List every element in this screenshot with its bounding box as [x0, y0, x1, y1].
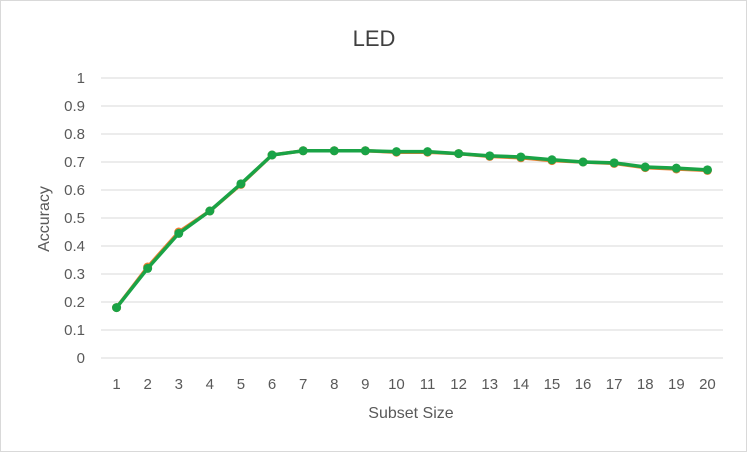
data-point	[485, 151, 495, 161]
data-point	[578, 157, 588, 167]
data-point	[267, 150, 277, 160]
series-line	[114, 149, 710, 310]
series-lines	[112, 146, 712, 313]
y-tick-label: 0.7	[64, 154, 85, 171]
data-point	[671, 163, 681, 173]
y-axis-label: Accuracy	[36, 186, 53, 252]
data-point	[205, 206, 215, 216]
x-tick-label: 16	[575, 376, 592, 393]
data-point	[298, 146, 308, 156]
y-tick-labels: 0 0.1 0.2 0.3 0.4 0.5 0.6 0.7 0.8 0.9 1	[64, 70, 85, 367]
x-tick-label: 7	[299, 376, 307, 393]
y-tick-label: 0.2	[64, 294, 85, 311]
series	[112, 146, 712, 313]
data-point	[423, 147, 433, 157]
data-point	[174, 228, 184, 238]
y-tick-label: 0.5	[64, 210, 85, 227]
x-tick-label: 3	[175, 376, 183, 393]
data-point	[112, 303, 122, 313]
data-point	[702, 165, 712, 175]
x-tick-label: 1	[112, 376, 120, 393]
x-tick-labels: 1 2 3 4 5 6 7 8 9 10 11 12 13 14 15 16 17 18 19 20	[112, 376, 715, 393]
x-tick-label: 10	[388, 376, 405, 393]
x-tick-label: 13	[481, 376, 498, 393]
gridlines	[101, 77, 723, 359]
x-tick-label: 19	[668, 376, 685, 393]
data-point	[236, 179, 246, 189]
x-axis-label: Subset Size	[368, 405, 453, 422]
data-point	[454, 149, 464, 159]
data-point	[516, 152, 526, 162]
x-tick-label: 9	[361, 376, 369, 393]
y-tick-label: 0	[77, 350, 85, 367]
x-tick-label: 12	[450, 376, 467, 393]
data-point	[391, 147, 401, 157]
x-tick-label: 5	[237, 376, 245, 393]
x-tick-label: 17	[606, 376, 623, 393]
data-point	[143, 263, 153, 273]
x-tick-label: 2	[143, 376, 151, 393]
y-tick-label: 0.9	[64, 98, 85, 115]
series-line	[114, 149, 710, 310]
x-tick-label: 14	[513, 376, 530, 393]
data-point	[547, 155, 557, 165]
y-tick-label: 0.4	[64, 238, 85, 255]
x-tick-label: 18	[637, 376, 654, 393]
x-tick-label: 20	[699, 376, 716, 393]
y-tick-label: 1	[77, 70, 85, 87]
chart-title: LED	[353, 26, 396, 51]
x-tick-label: 11	[420, 376, 436, 393]
data-point	[360, 146, 370, 156]
data-point	[640, 162, 650, 172]
x-tick-label: 6	[268, 376, 276, 393]
y-tick-label: 0.6	[64, 182, 85, 199]
y-tick-label: 0.8	[64, 126, 85, 143]
y-tick-label: 0.3	[64, 266, 85, 283]
series	[112, 146, 712, 313]
x-tick-label: 15	[544, 376, 561, 393]
data-point	[609, 158, 619, 168]
y-tick-label: 0.1	[64, 322, 85, 339]
data-point	[329, 146, 339, 156]
x-tick-label: 4	[206, 376, 214, 393]
x-tick-label: 8	[330, 376, 338, 393]
